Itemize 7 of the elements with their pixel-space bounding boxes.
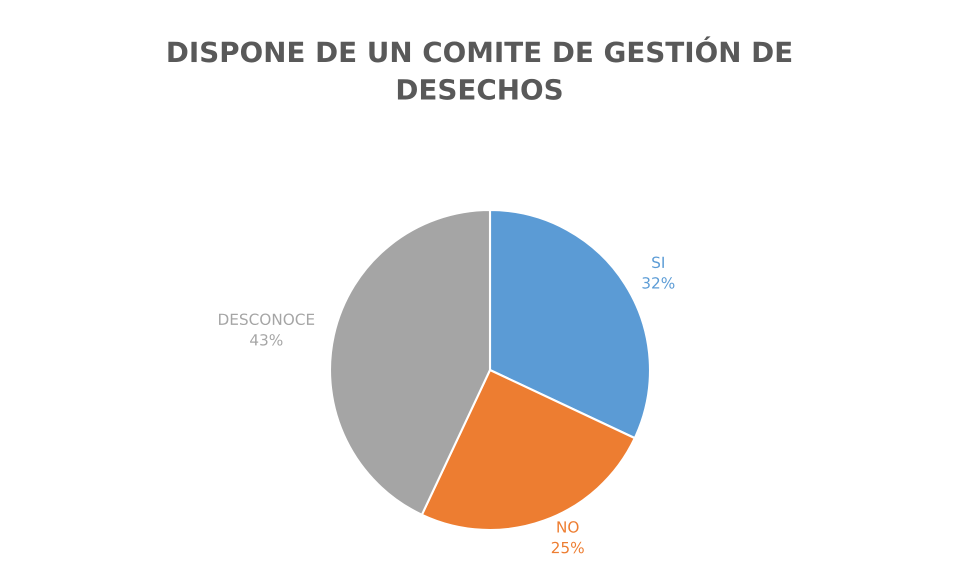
slice-label: SI <box>652 256 664 268</box>
slice-label: DESCONOCE <box>219 313 314 326</box>
data-label: 43% <box>250 334 282 346</box>
data-label: 25% <box>552 542 584 554</box>
data-label: 32% <box>642 277 674 289</box>
chart-title: DISPONE DE UN COMITE DE GESTIÓN DE DESECHOS <box>168 36 792 100</box>
slice-label: NO <box>557 521 579 533</box>
